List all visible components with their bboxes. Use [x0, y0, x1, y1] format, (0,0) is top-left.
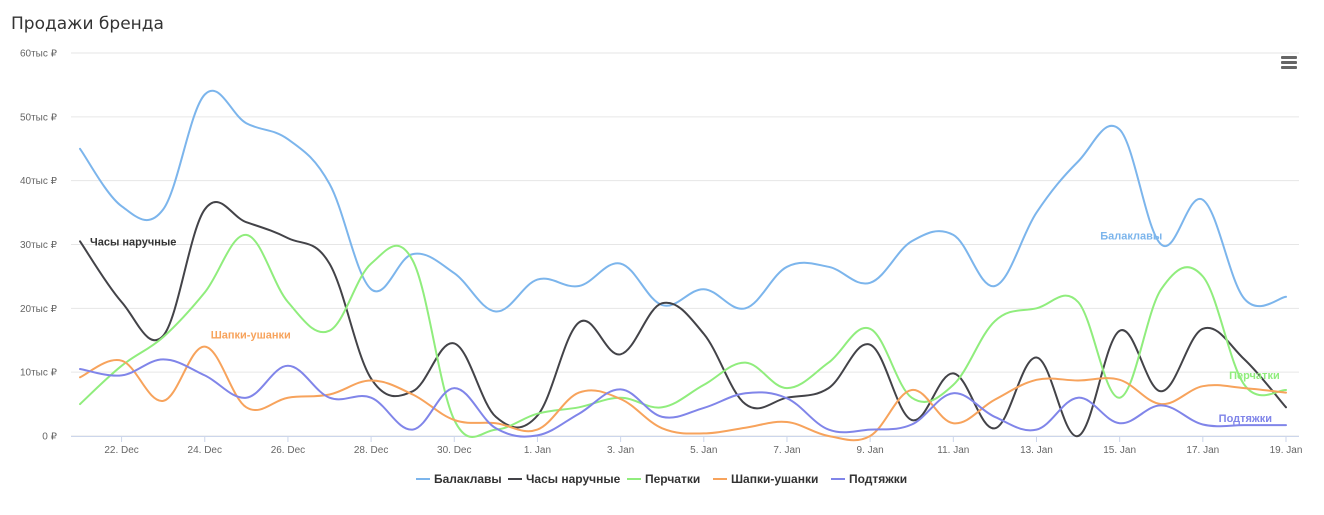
y-tick-label: 60тыс ₽	[20, 49, 58, 60]
series-label-2: Перчатки	[1229, 370, 1280, 382]
x-tick-label: 17. Jan	[1186, 445, 1219, 456]
x-tick-label: 15. Jan	[1103, 445, 1136, 456]
x-tick-label: 22. Dec	[104, 445, 138, 456]
y-tick-label: 0 ₽	[42, 432, 57, 443]
y-tick-label: 50тыс ₽	[20, 112, 58, 123]
x-tick-label: 28. Dec	[354, 445, 388, 456]
x-tick-label: 30. Dec	[437, 445, 471, 456]
x-tick-label: 13. Jan	[1020, 445, 1053, 456]
legend-item-3[interactable]: Шапки-ушанки	[731, 472, 818, 486]
x-tick-label: 9. Jan	[857, 445, 884, 456]
x-tick-label: 26. Dec	[271, 445, 305, 456]
series-label-1: Часы наручные	[90, 236, 176, 248]
series-label-3: Шапки-ушанки	[211, 330, 291, 342]
series-line-4[interactable]	[79, 358, 1287, 438]
x-tick-label: 24. Dec	[188, 445, 222, 456]
legend-item-0[interactable]: Балаклавы	[434, 472, 502, 486]
legend-item-1[interactable]: Часы наручные	[526, 472, 621, 486]
series-label-4: Подтяжки	[1219, 413, 1272, 425]
series-line-1[interactable]	[79, 201, 1287, 437]
x-tick-label: 19. Jan	[1270, 445, 1303, 456]
legend-item-2[interactable]: Перчатки	[645, 472, 700, 486]
hamburger-menu-icon[interactable]	[1281, 56, 1297, 70]
series-line-2[interactable]	[79, 233, 1287, 438]
x-tick-label: 3. Jan	[607, 445, 634, 456]
y-tick-label: 20тыс ₽	[20, 304, 58, 315]
series-line-0[interactable]	[79, 89, 1287, 313]
y-tick-label: 10тыс ₽	[20, 368, 58, 379]
chart-title: Продажи бренда	[11, 14, 164, 34]
x-tick-label: 5. Jan	[690, 445, 717, 456]
series-line-3[interactable]	[79, 345, 1287, 442]
y-tick-label: 40тыс ₽	[20, 176, 58, 187]
series-label-0: Балаклавы	[1100, 231, 1162, 243]
x-tick-label: 7. Jan	[773, 445, 800, 456]
x-tick-label: 11. Jan	[937, 445, 969, 456]
y-tick-label: 30тыс ₽	[20, 240, 58, 251]
x-tick-label: 1. Jan	[524, 445, 551, 456]
legend-item-4[interactable]: Подтяжки	[849, 472, 907, 486]
